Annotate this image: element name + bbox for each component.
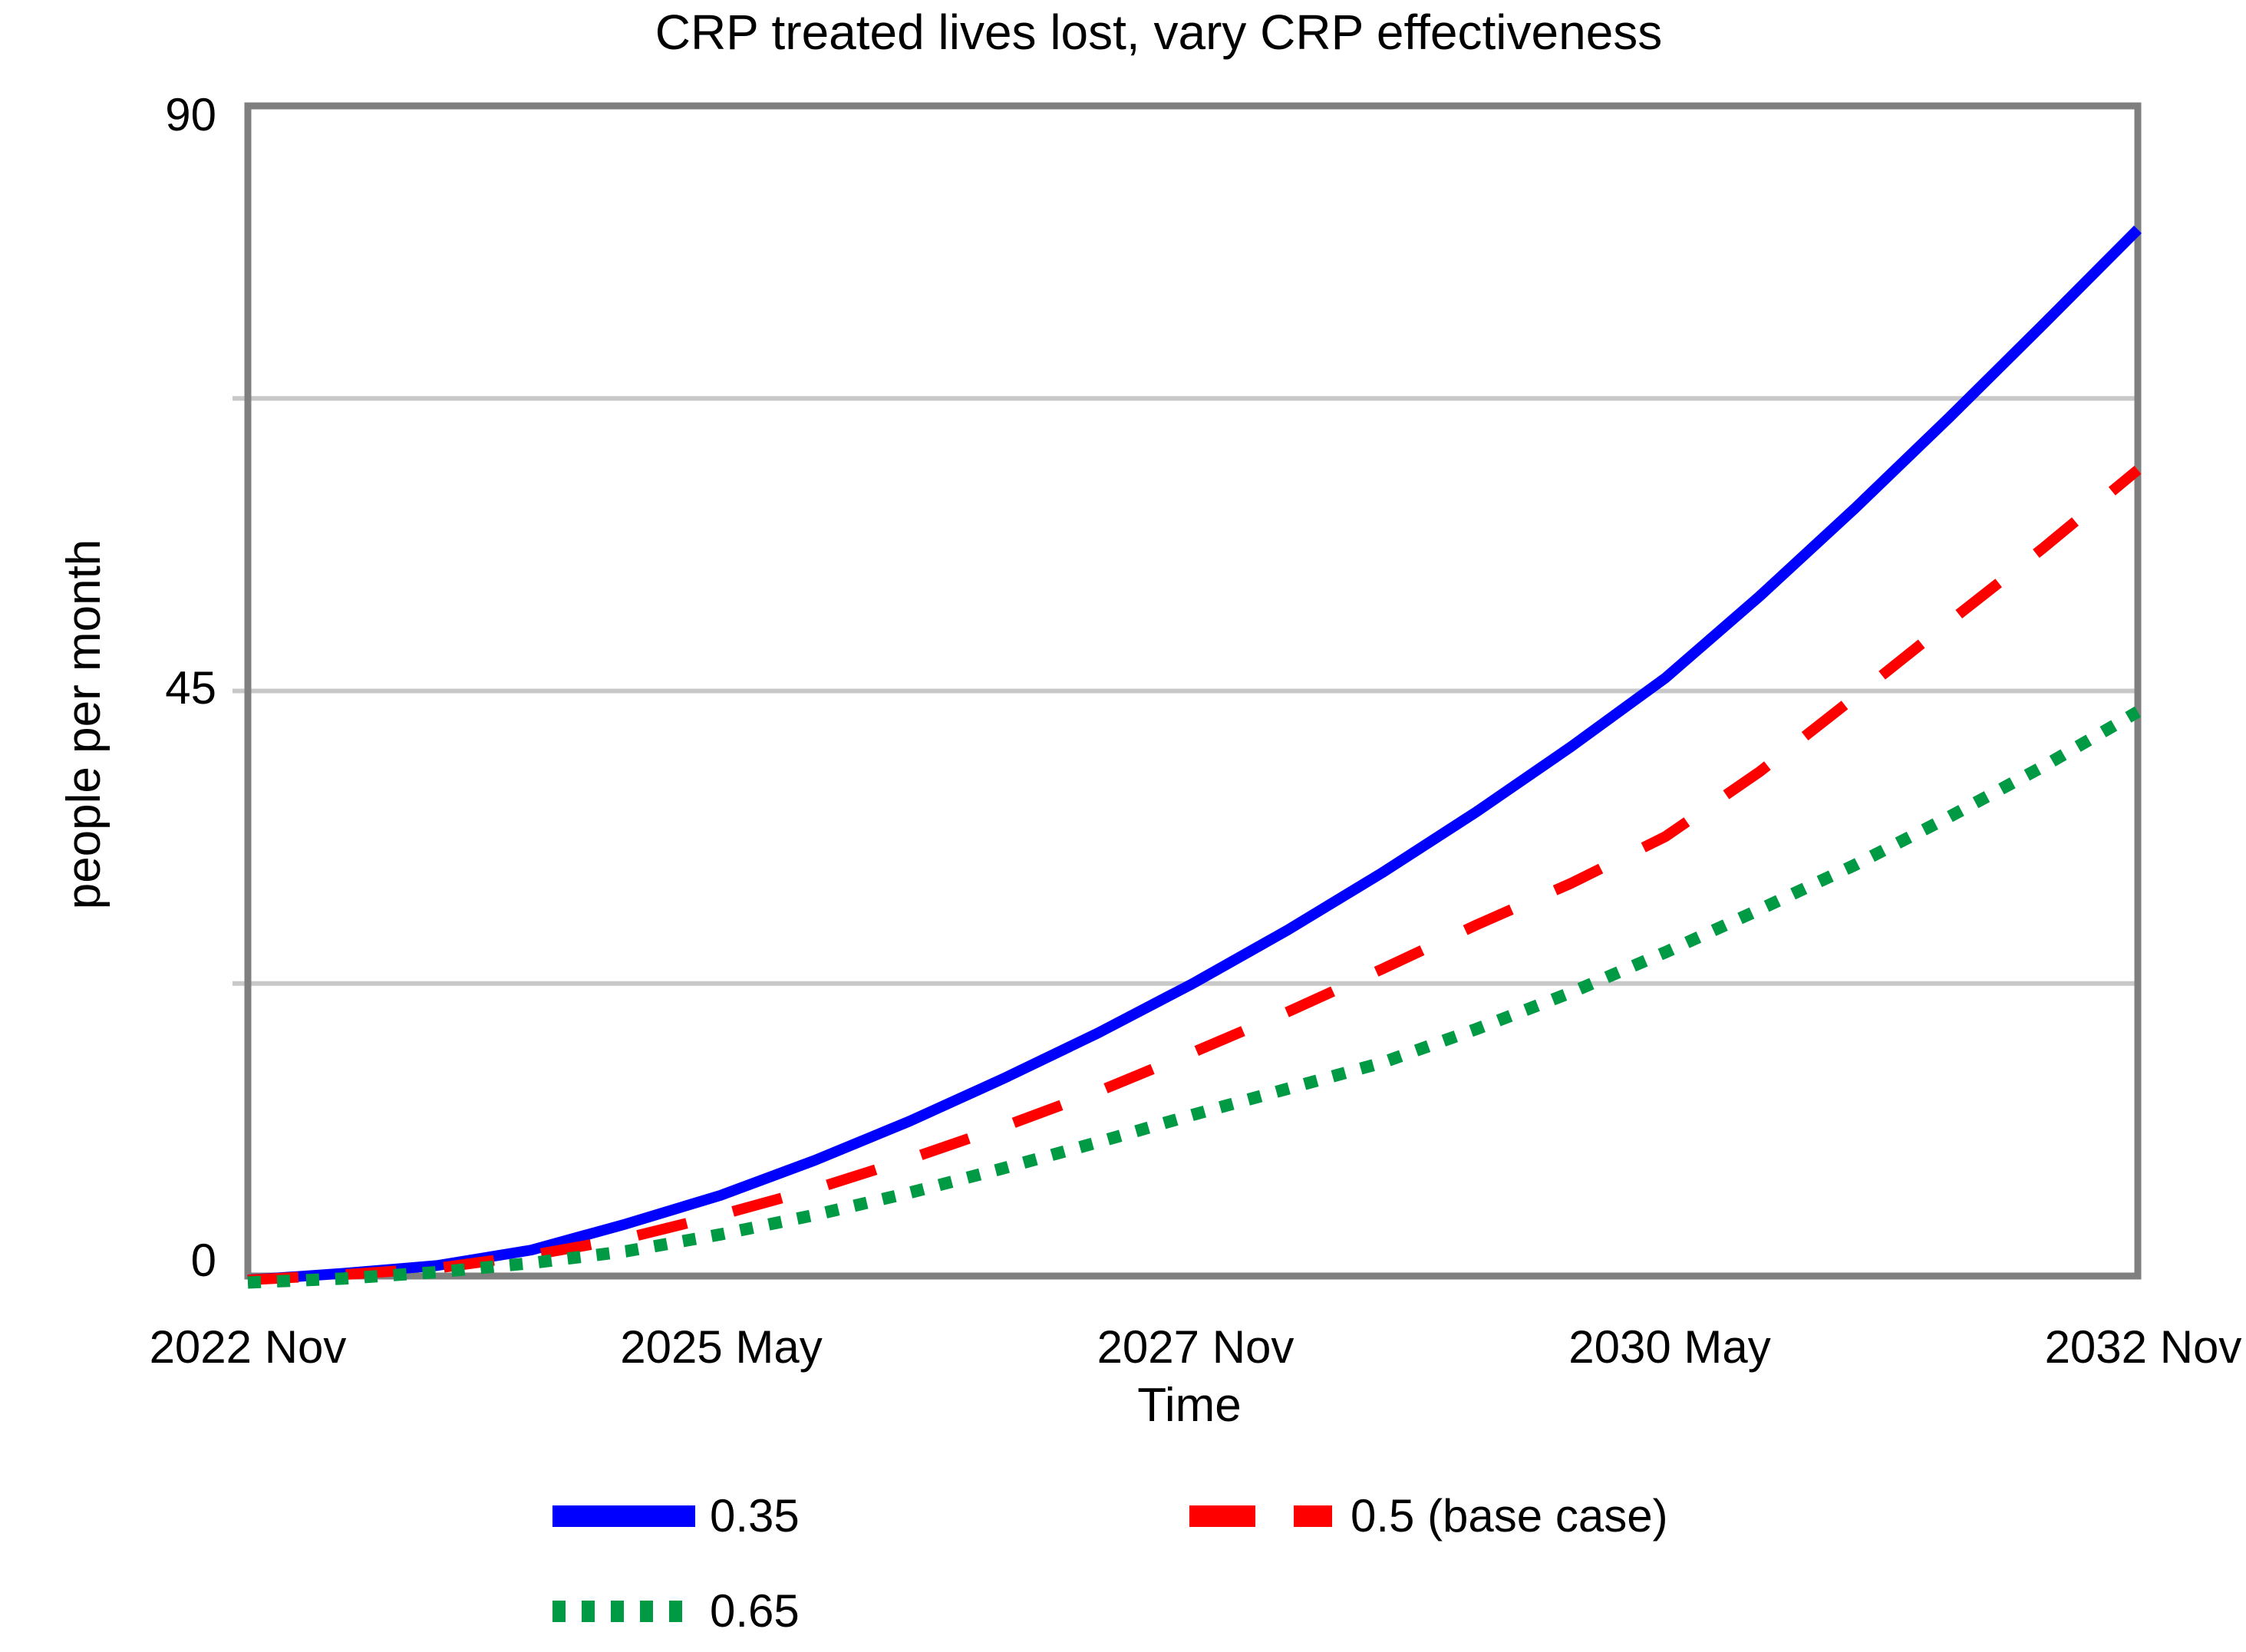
y-tick-label-45: 45 xyxy=(165,662,216,714)
legend-swatch-dashed-red xyxy=(1189,1505,1332,1527)
y-axis-label: people per month xyxy=(58,539,110,910)
x-tick-label-2030-may: 2030 May xyxy=(1568,1321,1771,1373)
chart-title: CRP treated lives lost, vary CRP effecti… xyxy=(655,5,1663,60)
legend-label-035: 0.35 xyxy=(710,1490,800,1542)
legend-swatch-solid-blue xyxy=(552,1505,695,1527)
legend-label-05-base-case: 0.5 (base case) xyxy=(1351,1490,1668,1542)
series-line-0.5-base-case- xyxy=(247,466,2142,1286)
x-tick-label-2022-nov: 2022 Nov xyxy=(149,1321,347,1373)
x-tick-label-2032-nov: 2032 Nov xyxy=(2044,1321,2242,1373)
y-tick-label-90: 90 xyxy=(165,89,216,140)
series-line-0.65 xyxy=(247,706,2142,1289)
plot-frame xyxy=(244,102,2142,1280)
series-line-0.35 xyxy=(247,226,2142,1286)
y-tick-label-0: 0 xyxy=(190,1235,216,1286)
legend-swatch-dotted-green xyxy=(552,1601,695,1622)
legend-label-065: 0.65 xyxy=(710,1585,800,1637)
x-tick-label-2027-nov: 2027 Nov xyxy=(1097,1321,1295,1373)
x-axis-label: Time xyxy=(1137,1379,1242,1432)
x-tick-label-2025-may: 2025 May xyxy=(620,1321,823,1373)
